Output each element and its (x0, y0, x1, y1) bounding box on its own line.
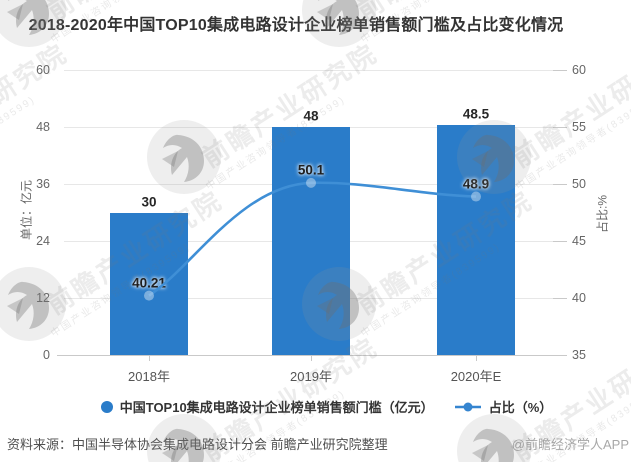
line-value-label: 48.9 (462, 176, 490, 192)
legend-line-label: 占比（%） (488, 400, 553, 415)
x-axis-line (57, 354, 553, 356)
bar-value-label: 30 (141, 194, 157, 209)
left-axis-tick-label: 0 (43, 348, 50, 362)
legend: 中国TOP10集成电路设计企业榜单销售额门槛（亿元） 占比（%） (0, 397, 631, 416)
bar-value-label: 48 (303, 108, 319, 124)
legend-item-line-series: 占比（%） (454, 397, 553, 416)
watermark-logo-icon (147, 120, 221, 194)
chart-title: 2018-2020年中国TOP10集成电路设计企业榜单销售额门槛及占比变化情况 (28, 17, 564, 34)
right-axis-tick (553, 354, 567, 356)
right-axis-tick-label: 55 (572, 120, 586, 134)
line-value-label: 50.1 (297, 162, 325, 178)
left-axis-tick-label: 60 (36, 63, 50, 77)
right-axis-tick (553, 183, 567, 185)
right-axis-tick-label: 40 (572, 291, 586, 305)
left-axis-tick-label: 12 (36, 291, 50, 305)
watermark-brand-text: 前瞻产业研究院 (506, 37, 631, 174)
left-axis-title: 单位：亿元 (19, 179, 34, 241)
left-axis-tick-label: 24 (36, 234, 50, 248)
right-axis-tick (553, 126, 567, 128)
x-axis-tick (476, 355, 477, 361)
line-series-marker-icon (454, 402, 481, 411)
bar-2020年E (437, 124, 515, 355)
right-axis-tick (553, 297, 567, 299)
x-axis-category-label: 2019年 (290, 369, 332, 384)
right-axis-tick-label: 35 (572, 348, 586, 362)
left-axis-tick-label: 48 (36, 120, 50, 134)
gridline (64, 69, 553, 71)
x-axis-tick (311, 355, 312, 361)
watermark-brand-text: 前瞻产业研究院 (0, 37, 74, 174)
x-axis-category-label: 2018年 (128, 369, 170, 384)
bar-2019年 (272, 127, 350, 355)
bar-value-label: 48.5 (462, 106, 490, 122)
credit-note: @前瞻经济学人APP (511, 437, 629, 452)
legend-item-bar-series: 中国TOP10集成电路设计企业榜单销售额门槛（亿元） (100, 397, 434, 416)
x-axis-tick (149, 355, 150, 361)
right-axis-tick (553, 69, 567, 71)
right-axis-tick-label: 60 (572, 63, 586, 77)
bar-series-marker-icon (100, 400, 113, 413)
source-note: 资料来源：中国半导体协会集成电路设计分会 前瞻产业研究院整理 (7, 437, 388, 452)
left-axis-tick-label: 36 (36, 177, 50, 191)
legend-bar-label: 中国TOP10集成电路设计企业榜单销售额门槛（亿元） (119, 400, 434, 415)
right-axis-tick-label: 45 (572, 234, 586, 248)
x-axis-category-label: 2020年E (450, 369, 502, 384)
right-axis-tick-label: 50 (572, 177, 586, 191)
right-axis-tick (553, 240, 567, 242)
right-axis-title: 占比:% (595, 194, 610, 234)
line-value-label: 40.21 (132, 275, 166, 291)
